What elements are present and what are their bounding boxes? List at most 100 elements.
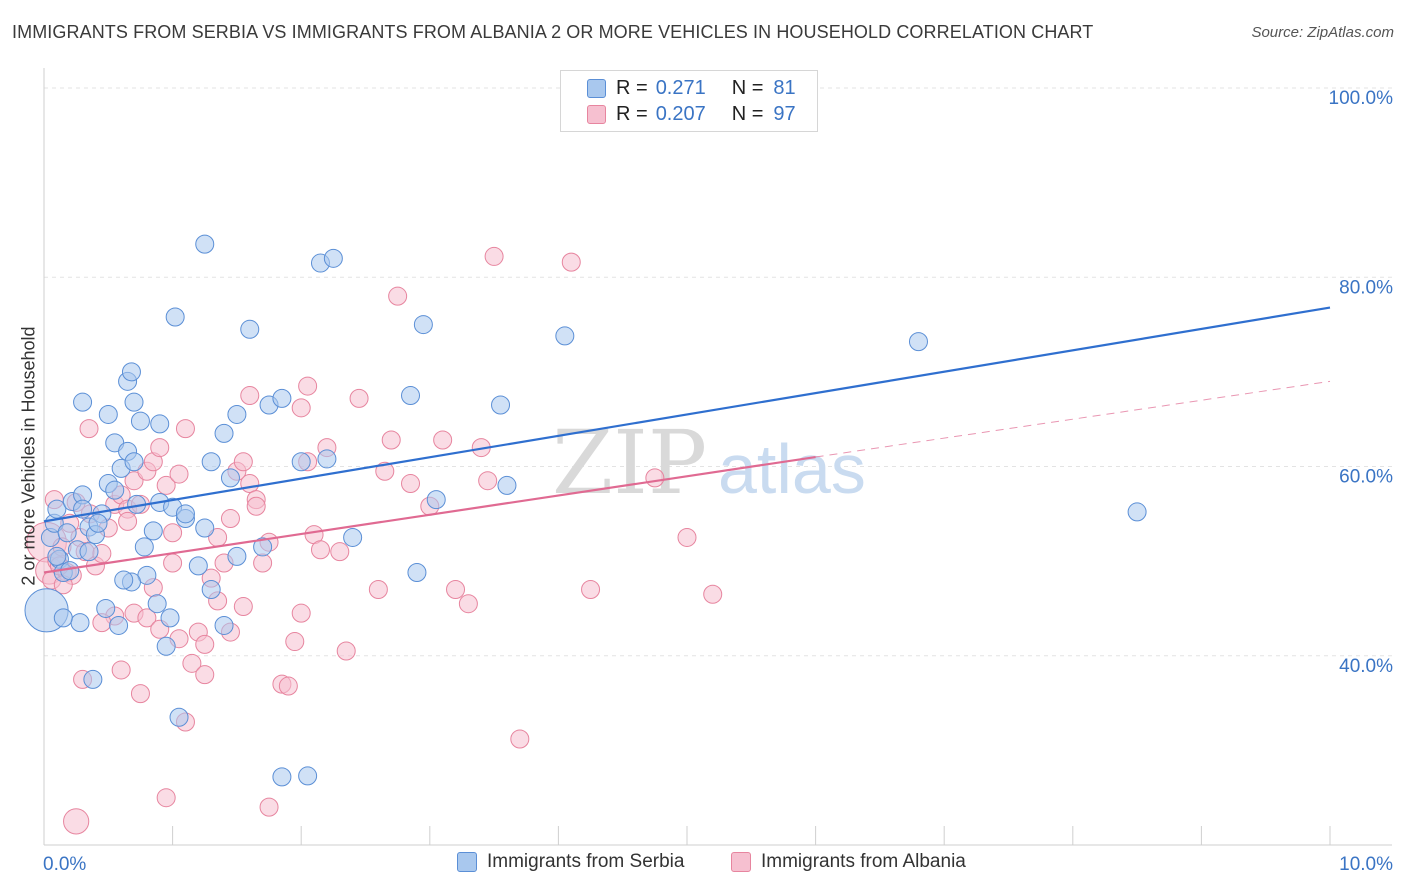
bottom-legend-swatch-albania bbox=[731, 852, 751, 872]
albania-point bbox=[130, 684, 150, 704]
serbia-point bbox=[79, 542, 99, 562]
albania-point bbox=[195, 665, 215, 685]
legend-n-label: N = bbox=[731, 102, 764, 125]
legend-row-serbia: R = 0.271 N = 81 bbox=[561, 75, 796, 101]
serbia-point bbox=[109, 615, 129, 635]
albania-point bbox=[175, 419, 195, 439]
albania-point bbox=[163, 523, 183, 543]
legend-swatch-serbia bbox=[587, 78, 606, 98]
albania-point bbox=[233, 597, 253, 617]
albania-trend-extension bbox=[815, 380, 1331, 458]
serbia-point bbox=[47, 499, 67, 519]
albania-point bbox=[118, 511, 138, 531]
serbia-point bbox=[57, 523, 77, 543]
serbia-point bbox=[908, 332, 928, 352]
albania-point bbox=[446, 580, 466, 600]
albania-point bbox=[63, 808, 90, 835]
albania-point bbox=[310, 540, 330, 560]
bottom-legend-serbia: Immigrants from Serbia bbox=[457, 851, 684, 873]
serbia-point bbox=[169, 707, 189, 727]
serbia-point bbox=[497, 475, 517, 495]
albania-point bbox=[478, 471, 498, 491]
albania-point bbox=[137, 608, 157, 628]
serbia-point bbox=[426, 490, 446, 510]
albania-trend-line bbox=[43, 455, 816, 574]
albania-point bbox=[561, 252, 581, 272]
serbia-point bbox=[240, 319, 260, 339]
legend-swatch-albania bbox=[587, 104, 606, 124]
albania-point bbox=[484, 246, 504, 266]
albania-point bbox=[240, 474, 260, 494]
y-tick-label: 80.0% bbox=[1339, 277, 1393, 298]
albania-point bbox=[581, 580, 601, 600]
albania-point bbox=[278, 676, 298, 696]
serbia-point bbox=[150, 414, 170, 434]
serbia-point bbox=[317, 449, 337, 469]
albania-point bbox=[645, 468, 665, 488]
serbia-point bbox=[227, 546, 247, 566]
serbia-trend-line bbox=[43, 306, 1331, 523]
albania-point bbox=[368, 580, 388, 600]
albania-point bbox=[124, 471, 144, 491]
serbia-point bbox=[88, 513, 108, 533]
chart-title: IMMIGRANTS FROM SERBIA VS IMMIGRANTS FRO… bbox=[12, 22, 1094, 42]
albania-point bbox=[169, 464, 189, 484]
albania-point bbox=[233, 452, 253, 472]
albania-point bbox=[349, 388, 369, 408]
bottom-legend-label-albania: Immigrants from Albania bbox=[761, 851, 966, 872]
albania-point bbox=[253, 553, 273, 573]
serbia-point bbox=[227, 404, 247, 424]
serbia-point bbox=[130, 411, 150, 431]
watermark: ZIP atlas bbox=[552, 411, 866, 514]
serbia-point bbox=[291, 452, 311, 472]
serbia-point bbox=[156, 636, 176, 656]
legend-r-label: R = bbox=[616, 76, 648, 99]
albania-point bbox=[156, 788, 176, 808]
serbia-point bbox=[195, 234, 215, 254]
serbia-point bbox=[298, 766, 318, 786]
serbia-point bbox=[201, 580, 221, 600]
legend-box: R = 0.271 N = 81 R = 0.207 N = 97 bbox=[560, 70, 818, 132]
serbia-points bbox=[24, 234, 1147, 787]
legend-n-value: 97 bbox=[773, 102, 796, 125]
albania-point bbox=[150, 438, 170, 458]
albania-point bbox=[291, 398, 311, 418]
y-tick-label: 40.0% bbox=[1339, 656, 1393, 677]
serbia-point bbox=[98, 404, 118, 424]
albania-points bbox=[26, 246, 723, 835]
albania-point bbox=[388, 286, 408, 306]
y-tick-label: 60.0% bbox=[1339, 467, 1393, 488]
albania-point bbox=[291, 603, 311, 623]
x-tick-label: 0.0% bbox=[43, 854, 86, 875]
trend-lines bbox=[43, 306, 1331, 574]
bottom-legend-albania: Immigrants from Albania bbox=[731, 851, 966, 873]
albania-point bbox=[703, 584, 723, 604]
serbia-point bbox=[124, 392, 144, 412]
albania-point bbox=[79, 419, 99, 439]
serbia-point bbox=[195, 518, 215, 538]
serbia-point bbox=[73, 392, 93, 412]
serbia-point bbox=[160, 608, 180, 628]
y-tick-label: 100.0% bbox=[1329, 88, 1394, 109]
serbia-point bbox=[220, 468, 240, 488]
serbia-point bbox=[272, 388, 292, 408]
serbia-point bbox=[253, 537, 273, 557]
gridlines bbox=[44, 87, 1392, 657]
bottom-legend-swatch-serbia bbox=[457, 852, 477, 872]
x-tick-label: 10.0% bbox=[1339, 854, 1393, 875]
serbia-point bbox=[96, 598, 116, 618]
albania-point bbox=[401, 474, 421, 494]
legend-r-value: 0.207 bbox=[655, 102, 706, 125]
legend-r-value: 0.271 bbox=[655, 76, 706, 99]
albania-point bbox=[220, 509, 240, 529]
albania-point bbox=[336, 641, 356, 661]
albania-point bbox=[381, 430, 401, 450]
chart-source: Source: ZipAtlas.com bbox=[1251, 24, 1394, 41]
serbia-point bbox=[343, 527, 363, 547]
serbia-point bbox=[555, 326, 575, 346]
albania-point bbox=[375, 461, 395, 481]
albania-point bbox=[246, 496, 266, 516]
serbia-point bbox=[401, 386, 421, 406]
serbia-point bbox=[47, 546, 67, 566]
